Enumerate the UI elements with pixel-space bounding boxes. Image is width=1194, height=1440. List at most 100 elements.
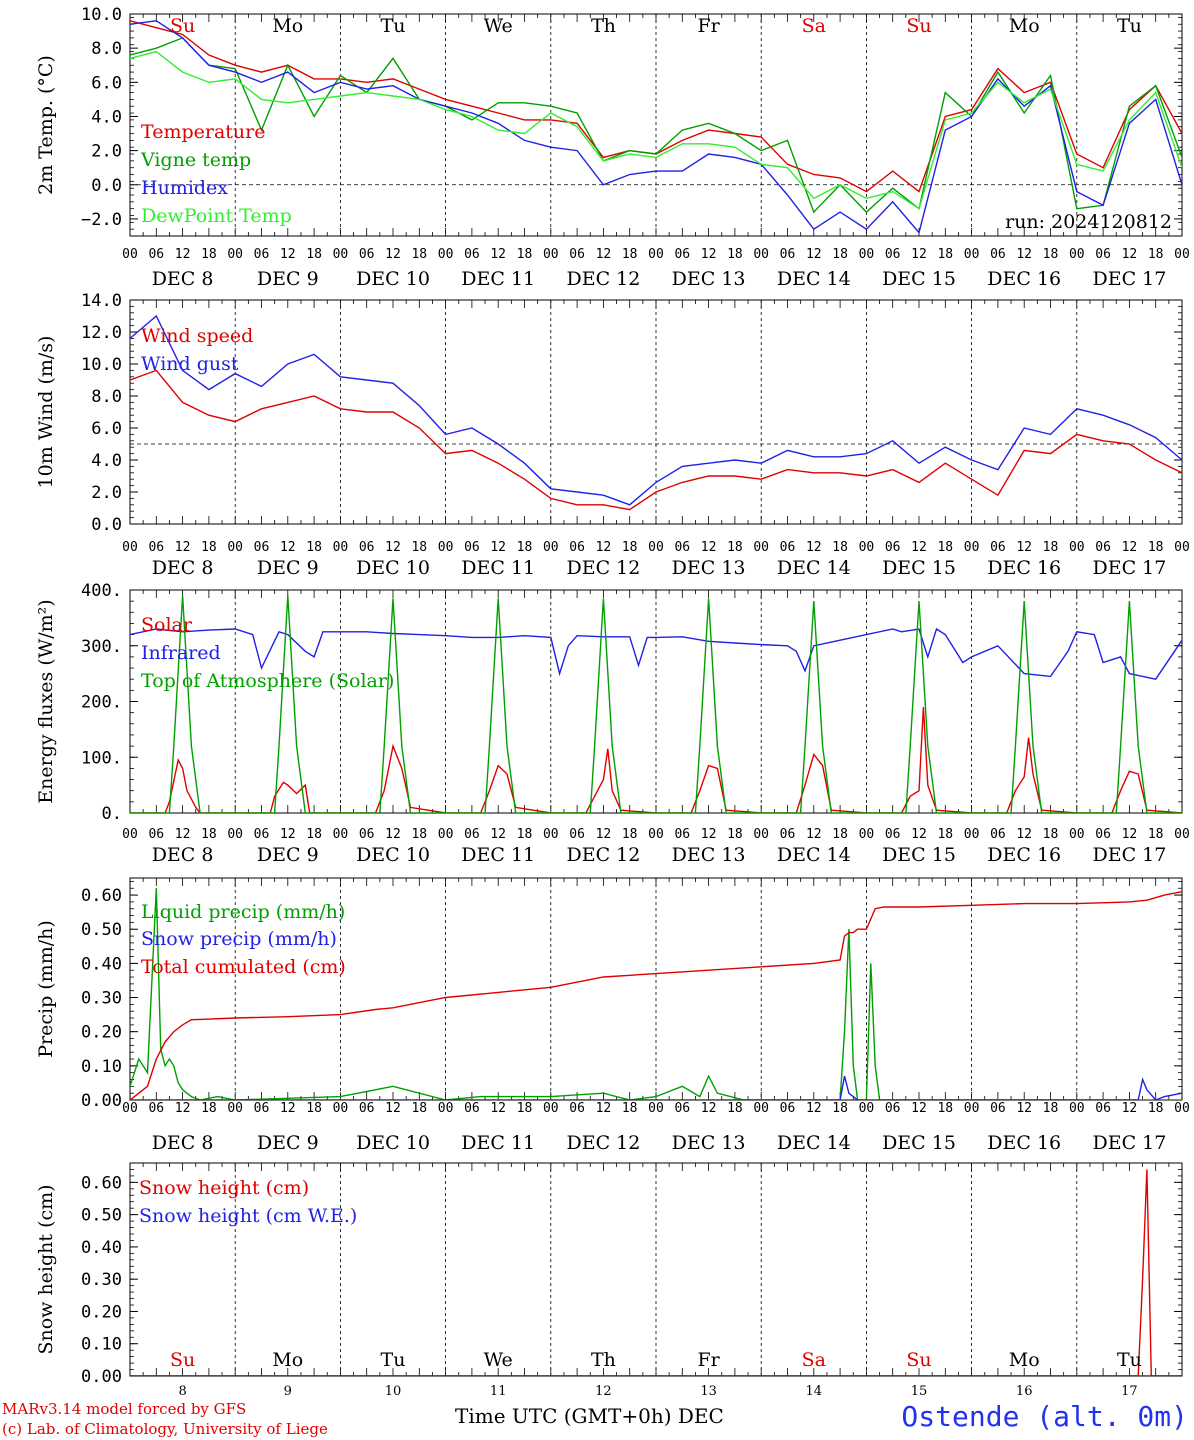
hour-label: 12 [490, 540, 506, 555]
legend-entry: Total cumulated (cm) [141, 956, 346, 978]
y-tick-label: 0.10 [81, 1335, 122, 1355]
day-number: 14 [806, 1384, 823, 1399]
hour-label: 00 [964, 1101, 980, 1116]
hour-label: 06 [464, 1101, 480, 1116]
y-tick-label: 10.0 [81, 355, 122, 375]
hour-label: 12 [280, 540, 296, 555]
hour-label: 00 [648, 827, 664, 842]
date-label: DEC 14 [777, 268, 851, 290]
hour-label: 06 [780, 540, 796, 555]
date-label: DEC 10 [356, 557, 430, 579]
hour-label: 18 [1043, 540, 1059, 555]
hour-label: 06 [990, 827, 1006, 842]
day-number: 17 [1121, 1384, 1138, 1399]
y-tick-label: 6.0 [91, 73, 122, 93]
date-label: DEC 11 [461, 268, 535, 290]
legend-entry: Temperature [141, 121, 265, 143]
date-label: DEC 15 [882, 268, 956, 290]
hour-label: 06 [148, 827, 164, 842]
hour-label: 18 [411, 827, 427, 842]
y-axis-label: Energy fluxes (W/m²) [35, 599, 57, 803]
date-label: DEC 16 [987, 1132, 1061, 1154]
hour-label: 06 [885, 540, 901, 555]
hour-label: 06 [359, 540, 375, 555]
hour-label: 00 [543, 247, 559, 262]
date-label: DEC 10 [356, 268, 430, 290]
hour-label: 18 [517, 540, 533, 555]
series-line-vigne-temp [130, 37, 1182, 214]
panel-temp: −2.0 0.0 2.0 4.0 6.0 8.0 10.0 2m Temp. (°C) Temp… [35, 5, 1190, 290]
hour-label: 06 [1095, 247, 1111, 262]
hour-label: 00 [227, 247, 243, 262]
hour-label: 06 [464, 247, 480, 262]
date-label: DEC 12 [566, 557, 640, 579]
day-number: 12 [595, 1384, 612, 1399]
date-label: DEC 11 [461, 844, 535, 866]
panel-snow: 0.00 0.10 0.20 0.30 0.40 0.50 0.60 Snow height … [35, 1162, 1183, 1399]
date-label: DEC 10 [356, 844, 430, 866]
hour-label: 18 [832, 1101, 848, 1116]
hour-label: 12 [701, 827, 717, 842]
hour-label: 06 [569, 540, 585, 555]
hour-label: 00 [438, 247, 454, 262]
date-label: DEC 12 [566, 1132, 640, 1154]
legend-entry: Vigne temp [140, 149, 251, 171]
hour-label: 12 [280, 1101, 296, 1116]
hour-label: 18 [411, 247, 427, 262]
y-tick-label: 0.10 [81, 1057, 122, 1077]
hour-label: 00 [122, 827, 138, 842]
hour-label: 12 [1122, 540, 1138, 555]
y-tick-label: 6.0 [91, 419, 122, 439]
y-tick-label: 0.20 [81, 1302, 122, 1322]
date-label: DEC 16 [987, 557, 1061, 579]
hour-label: 06 [569, 247, 585, 262]
day-name: Mo [1009, 15, 1040, 37]
date-label: DEC 13 [672, 268, 746, 290]
hour-label: 00 [648, 1101, 664, 1116]
date-label: DEC 8 [152, 1132, 214, 1154]
day-name: Mo [272, 1349, 303, 1371]
hour-label: 06 [1095, 827, 1111, 842]
day-name: We [484, 15, 513, 37]
series-line-dewpoint-temp [130, 50, 1182, 210]
hour-label: 12 [701, 540, 717, 555]
hour-label: 12 [911, 1101, 927, 1116]
hour-label: 18 [201, 247, 217, 262]
hour-label: 12 [175, 827, 191, 842]
date-label: DEC 8 [152, 557, 214, 579]
day-number: 13 [700, 1384, 717, 1399]
date-label: DEC 8 [152, 844, 214, 866]
hour-label: 06 [990, 1101, 1006, 1116]
hour-label: 18 [1148, 247, 1164, 262]
hour-label: 06 [674, 827, 690, 842]
date-label: DEC 12 [566, 844, 640, 866]
date-label: DEC 13 [672, 557, 746, 579]
hour-label: 06 [674, 1101, 690, 1116]
hour-label: 12 [280, 827, 296, 842]
hour-label: 12 [1016, 1101, 1032, 1116]
hour-label: 00 [1174, 247, 1190, 262]
hour-label: 00 [122, 247, 138, 262]
hour-label: 12 [806, 247, 822, 262]
hour-label: 18 [1043, 1101, 1059, 1116]
hour-label: 00 [859, 827, 875, 842]
y-tick-label: 200. [81, 693, 122, 713]
hour-label: 00 [859, 247, 875, 262]
date-label: DEC 11 [461, 557, 535, 579]
hour-label: 00 [227, 1101, 243, 1116]
date-label: DEC 17 [1092, 844, 1166, 866]
hour-label: 00 [1069, 827, 1085, 842]
time-axis-text: Time UTC (GMT+0h) [455, 1404, 672, 1428]
y-tick-label: 0.40 [81, 954, 122, 974]
hour-label: 18 [622, 247, 638, 262]
hour-label: 00 [543, 540, 559, 555]
hour-label: 12 [911, 827, 927, 842]
date-label: DEC 15 [882, 844, 956, 866]
hour-label: 06 [254, 540, 270, 555]
run-annotation: run: 2024120812 [1005, 211, 1172, 233]
plot-frame [129, 589, 1183, 814]
hour-label: 12 [1122, 247, 1138, 262]
series-line-solar [130, 707, 1182, 813]
hour-label: 18 [1148, 540, 1164, 555]
plot-frame [129, 299, 1183, 525]
